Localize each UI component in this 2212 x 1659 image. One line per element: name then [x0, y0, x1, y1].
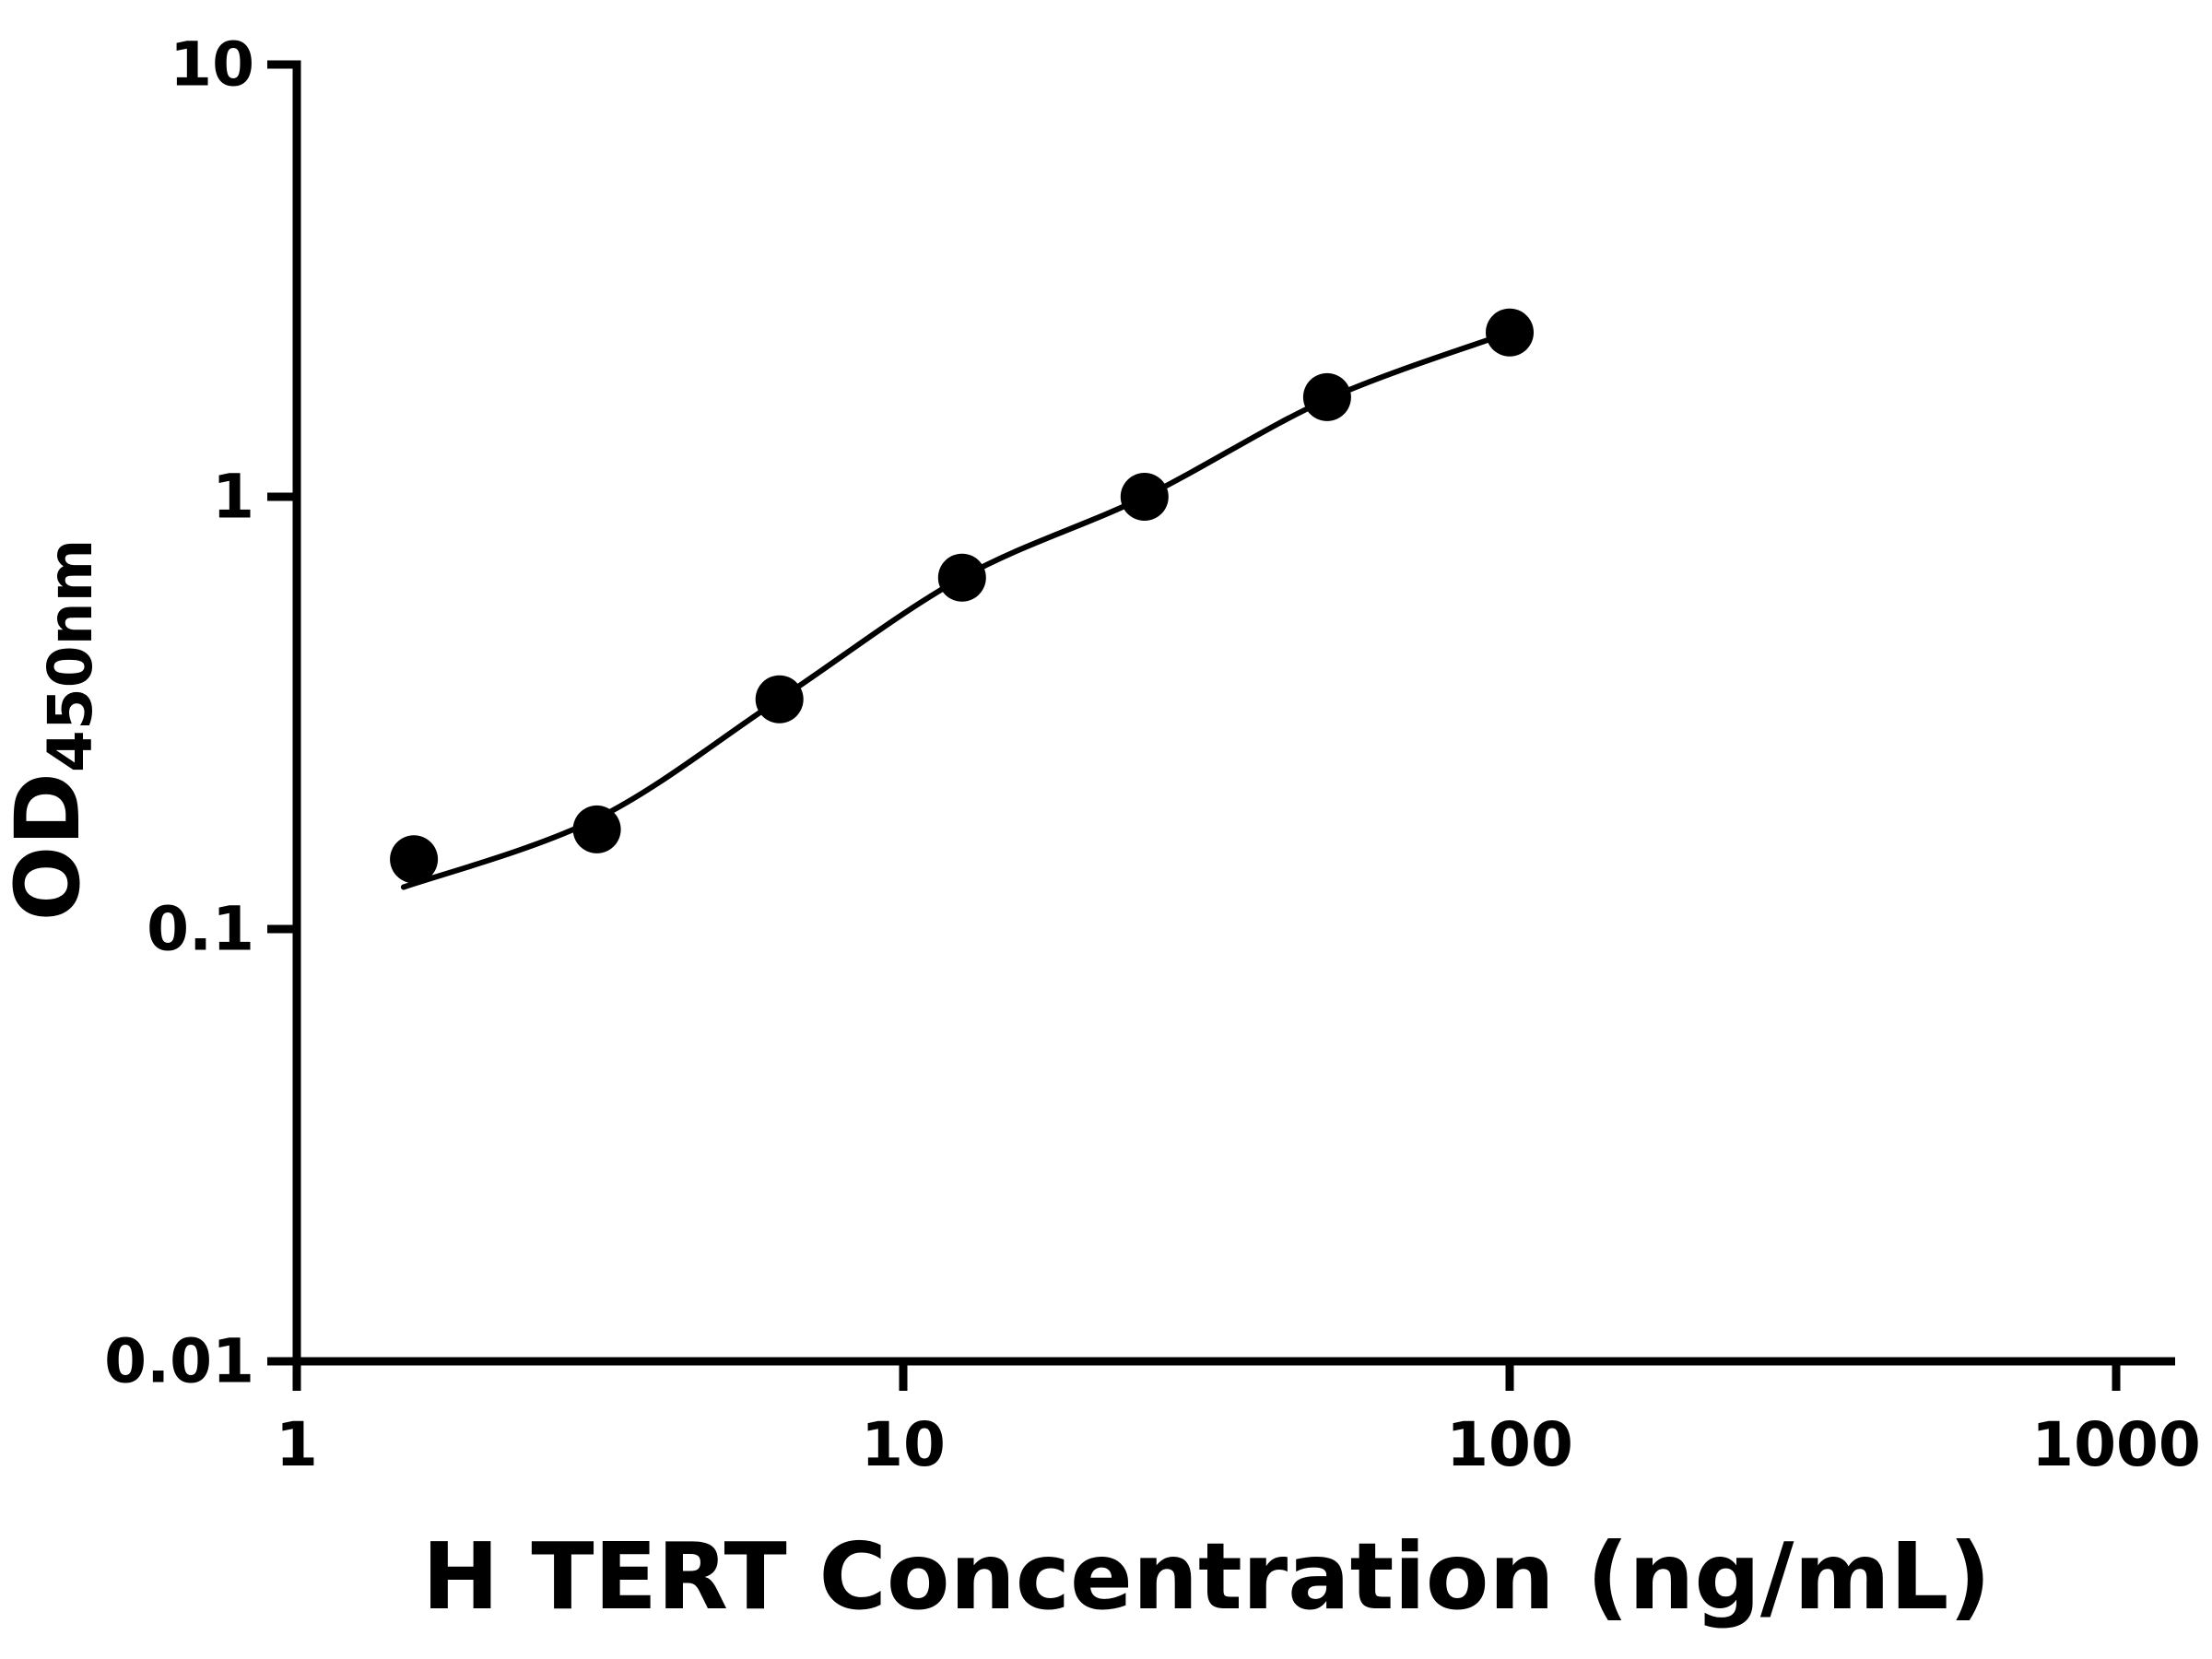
- x-axis-tick-label: 100: [1446, 1409, 1573, 1480]
- x-axis-title: H TERT Concentration (ng/mL): [422, 1523, 1991, 1630]
- x-axis-tick-label: 10: [861, 1409, 946, 1480]
- y-axis-tick-label: 0.1: [147, 894, 254, 965]
- y-axis-tick-label: 0.01: [104, 1326, 254, 1397]
- data-point: [390, 835, 439, 884]
- data-point: [1120, 473, 1169, 521]
- fit-curve-line: [400, 329, 1512, 890]
- data-point: [1486, 308, 1534, 357]
- y-axis-title: OD450nm: [0, 539, 106, 922]
- data-point: [1302, 372, 1351, 421]
- x-axis-tick-label: 1000: [2031, 1409, 2201, 1480]
- data-point: [937, 553, 986, 602]
- y-axis-tick-label: 1: [212, 462, 254, 533]
- y-axis-tick-label: 10: [170, 29, 254, 100]
- chart-plot-area: 1 10 100 1000 10 1 0.1 0.01: [104, 29, 2201, 1481]
- data-point: [572, 805, 621, 853]
- x-axis-tick-label: 1: [276, 1409, 318, 1480]
- data-point: [755, 675, 804, 724]
- y-axis-title-sub: 450nm: [35, 539, 106, 773]
- y-axis-title-main: OD: [0, 772, 100, 921]
